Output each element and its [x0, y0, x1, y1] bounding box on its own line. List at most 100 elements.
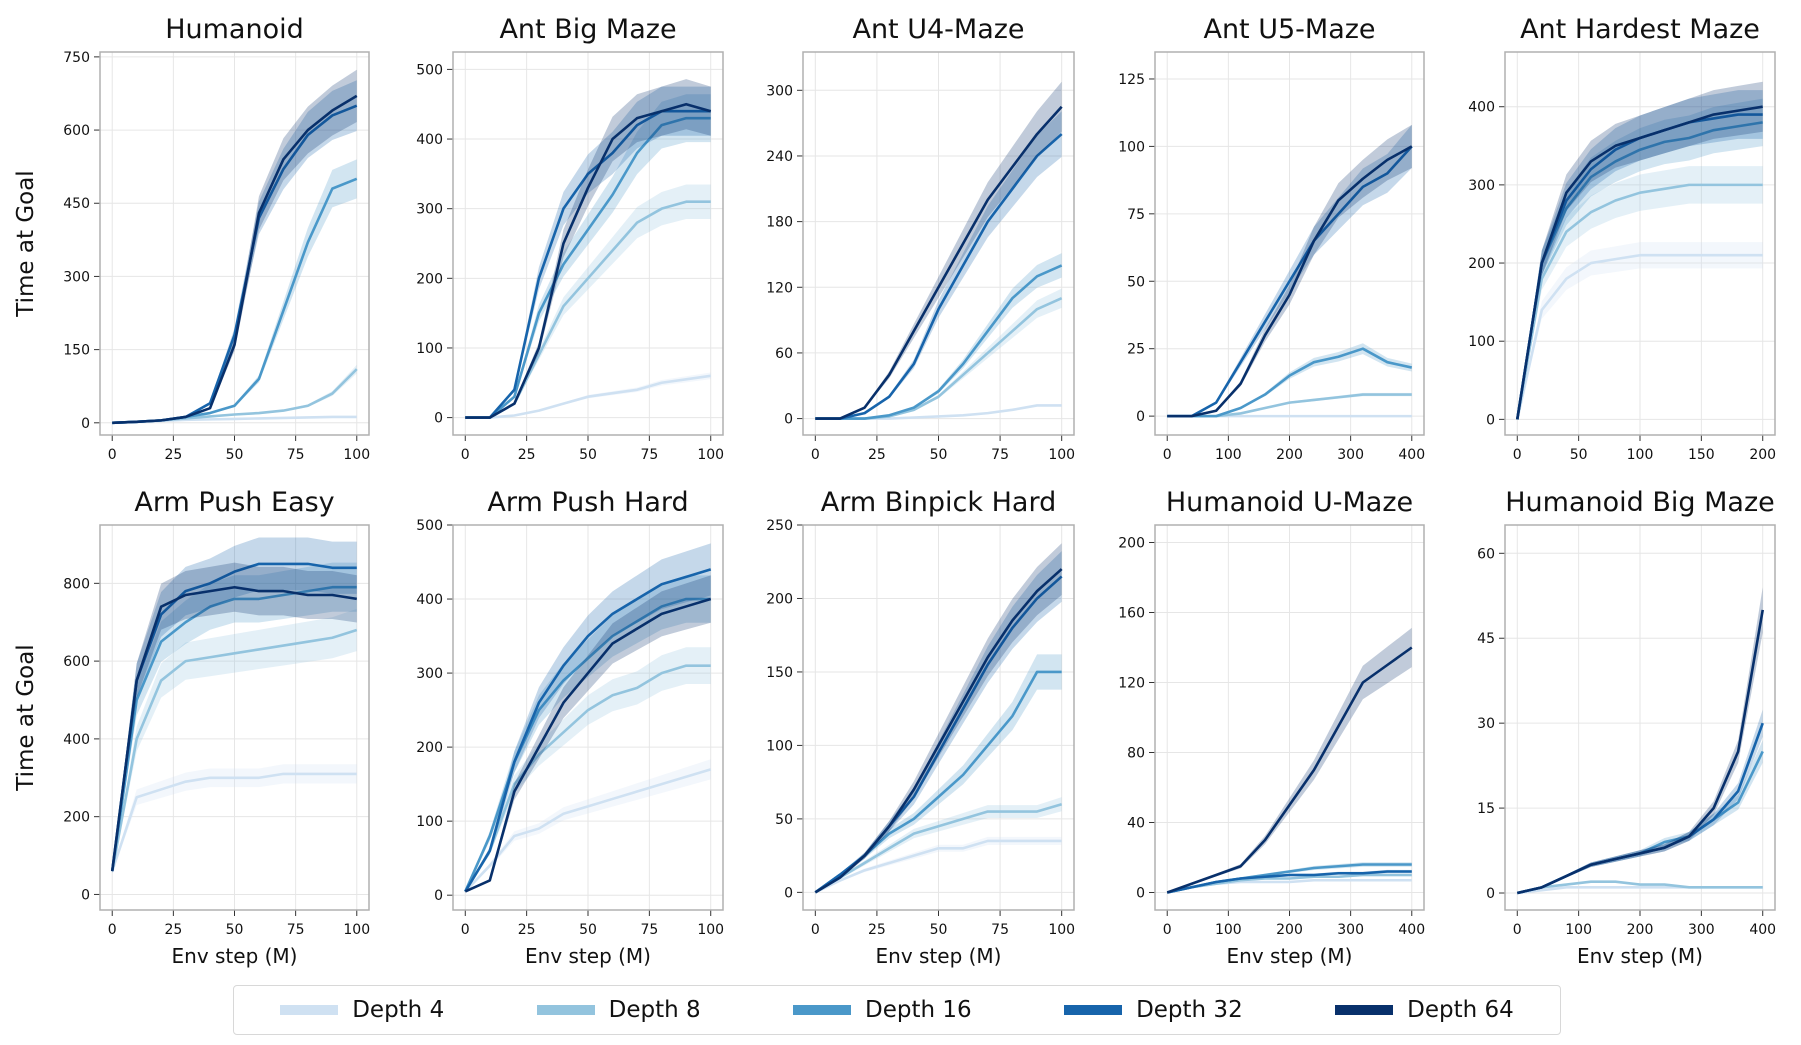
- y-tick-label: 15: [1477, 801, 1495, 817]
- x-tick-label: 75: [991, 447, 1009, 463]
- y-tick-label: 400: [416, 592, 443, 608]
- y-tick-label: 100: [766, 738, 793, 754]
- y-tick-label: 160: [1118, 606, 1145, 622]
- series-band-depth-4: [1517, 242, 1763, 420]
- y-tick-label: 30: [1477, 716, 1495, 732]
- x-tick-label: 75: [640, 447, 658, 463]
- axes-frame: [452, 51, 724, 436]
- x-tick-label: 100: [343, 922, 370, 938]
- series-line-depth-16: [815, 264, 1063, 420]
- axes-frame: [1504, 51, 1776, 436]
- series-line-depth-4: [814, 839, 1062, 894]
- series-band-depth-32: [465, 543, 711, 892]
- x-tick-label: 50: [930, 447, 948, 463]
- y-tick-label: 60: [775, 346, 793, 362]
- series-line-depth-32: [815, 133, 1063, 420]
- x-tick-label: 100: [1215, 447, 1242, 463]
- axes-frame: [99, 524, 370, 911]
- series-band-depth-64: [1167, 627, 1412, 893]
- y-tick-label: 400: [63, 732, 90, 748]
- series-band-depth-8: [465, 647, 711, 892]
- series-band-depth-64: [815, 543, 1062, 893]
- y-tick-label: 45: [1477, 631, 1495, 647]
- subplot-title: Ant U5-Maze: [1203, 14, 1375, 45]
- subplot-title: Ant Big Maze: [499, 14, 676, 45]
- y-axis-label: Time at Goal: [13, 170, 39, 317]
- x-tick-label: 0: [811, 922, 820, 938]
- series-line-depth-32: [464, 568, 712, 893]
- y-tick-label: 25: [1127, 342, 1145, 358]
- x-tick-label: 75: [287, 922, 305, 938]
- x-tick-label: 50: [930, 922, 948, 938]
- series-line-depth-16: [1167, 347, 1413, 418]
- series-line-depth-32: [110, 562, 357, 872]
- x-tick-label: 100: [1048, 922, 1075, 938]
- x-tick-label: 300: [1688, 922, 1715, 938]
- y-tick-label: 450: [63, 196, 90, 212]
- y-tick-label: 200: [1118, 536, 1145, 552]
- y-tick-label: 0: [1136, 409, 1145, 425]
- x-tick-label: 200: [1276, 922, 1303, 938]
- subplot-title: Humanoid: [165, 14, 304, 45]
- y-tick-label: 120: [766, 280, 793, 296]
- subplot-arm-push-hard: 0 25 50 75 100 0 100 200 300 400 500 Arm Push Hard E…: [416, 487, 724, 968]
- y-tick-label: 150: [766, 665, 793, 681]
- y-tick-label: 100: [1118, 139, 1145, 155]
- y-tick-label: 300: [1468, 178, 1495, 194]
- x-tick-label: 50: [579, 922, 597, 938]
- y-tick-label: 50: [1127, 274, 1145, 290]
- x-tick-label: 0: [461, 922, 470, 938]
- series-band-depth-64: [1167, 124, 1412, 417]
- y-tick-label: 500: [416, 518, 443, 534]
- series-band-depth-8: [1517, 166, 1763, 420]
- y-tick-label: 0: [1486, 886, 1495, 902]
- series-band-depth-32: [815, 551, 1062, 893]
- series-band-depth-16: [465, 94, 711, 418]
- x-tick-label: 0: [1163, 447, 1172, 463]
- x-tick-label: 25: [164, 922, 182, 938]
- subplot-humanoid: 0 25 50 75 100 0 150 300 450 600 750 Humanoid Time a…: [13, 14, 370, 463]
- subplot-title: Humanoid Big Maze: [1505, 487, 1775, 518]
- legend-label: Depth 64: [1407, 997, 1514, 1023]
- x-tick-label: 0: [1513, 447, 1522, 463]
- x-tick-label: 25: [868, 447, 886, 463]
- y-tick-label: 80: [1127, 746, 1145, 762]
- legend-swatch: [536, 1005, 595, 1015]
- legend-item-depth-4: Depth 4: [280, 997, 444, 1023]
- x-axis-label: Env step (M): [172, 944, 298, 968]
- y-tick-label: 120: [1118, 676, 1145, 692]
- subplot-ant-big-maze: 0 25 50 75 100 0 100 200 300 400 500 Ant Big Maze: [416, 14, 724, 463]
- y-tick-label: 0: [1486, 412, 1495, 428]
- series-line-depth-16: [110, 585, 357, 872]
- y-tick-label: 50: [775, 812, 793, 828]
- y-tick-label: 300: [63, 269, 90, 285]
- y-tick-label: 180: [766, 215, 793, 231]
- legend-swatch: [1335, 1005, 1394, 1015]
- series-line-depth-4: [464, 768, 712, 893]
- x-axis-label: Env step (M): [876, 944, 1002, 968]
- y-tick-label: 250: [766, 518, 793, 534]
- x-tick-label: 0: [108, 922, 117, 938]
- axes-frame: [802, 524, 1075, 911]
- x-tick-label: 100: [1215, 922, 1242, 938]
- y-tick-label: 0: [434, 411, 443, 427]
- y-tick-label: 40: [1127, 816, 1145, 832]
- subplot-title: Ant Hardest Maze: [1520, 14, 1760, 45]
- x-tick-label: 100: [1565, 922, 1592, 938]
- x-tick-label: 0: [811, 447, 820, 463]
- series-line-depth-4: [1516, 253, 1763, 420]
- series-band-depth-32: [815, 111, 1062, 419]
- series-band-depth-8: [112, 608, 357, 873]
- series-line-depth-16: [1515, 121, 1763, 420]
- x-tick-label: 25: [518, 922, 536, 938]
- x-tick-label: 100: [343, 447, 370, 463]
- legend-item-depth-64: Depth 64: [1335, 997, 1514, 1023]
- subplot-ant-u4-maze: 0 25 50 75 100 0 60 120 180 240 300 Ant U4-Maze: [766, 14, 1075, 463]
- x-tick-label: 400: [1398, 447, 1425, 463]
- x-tick-label: 400: [1749, 922, 1776, 938]
- series-line-depth-8: [1516, 880, 1763, 895]
- series-band-depth-64: [465, 79, 711, 418]
- x-tick-label: 50: [226, 447, 244, 463]
- series-line-depth-16: [465, 116, 711, 419]
- series-line-depth-4: [110, 772, 357, 872]
